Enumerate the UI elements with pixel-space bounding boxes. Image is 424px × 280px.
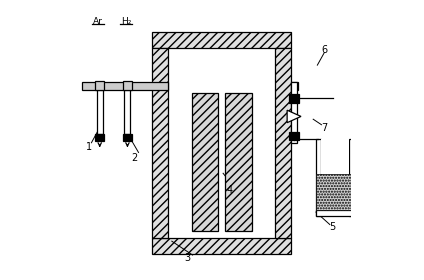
Bar bbox=[316, 139, 321, 216]
Text: 1: 1 bbox=[86, 142, 92, 152]
Bar bbox=[97, 90, 103, 134]
Text: 5: 5 bbox=[329, 222, 336, 232]
Bar bbox=[95, 134, 104, 141]
Bar bbox=[321, 139, 349, 174]
Bar bbox=[123, 134, 132, 141]
Text: 7: 7 bbox=[321, 123, 327, 132]
Text: 2: 2 bbox=[131, 153, 137, 163]
Text: H₂: H₂ bbox=[121, 17, 131, 26]
Bar bbox=[152, 238, 291, 254]
Bar bbox=[275, 48, 291, 238]
Bar bbox=[316, 210, 354, 216]
Text: 4: 4 bbox=[227, 185, 233, 195]
Bar bbox=[349, 139, 354, 216]
Bar bbox=[95, 81, 104, 90]
Bar bbox=[123, 81, 132, 90]
Bar bbox=[289, 94, 299, 102]
Bar bbox=[225, 93, 251, 232]
Text: 6: 6 bbox=[321, 45, 327, 55]
Bar bbox=[291, 82, 298, 90]
Bar bbox=[168, 48, 275, 238]
Text: Ar: Ar bbox=[93, 17, 103, 26]
Bar bbox=[152, 32, 291, 48]
Bar bbox=[82, 82, 168, 90]
Bar bbox=[124, 90, 131, 134]
Bar bbox=[289, 132, 299, 140]
Polygon shape bbox=[287, 110, 301, 123]
Bar bbox=[152, 48, 168, 238]
Bar bbox=[291, 82, 297, 143]
Bar bbox=[316, 174, 354, 210]
Bar bbox=[192, 93, 218, 232]
Text: 3: 3 bbox=[184, 253, 190, 263]
